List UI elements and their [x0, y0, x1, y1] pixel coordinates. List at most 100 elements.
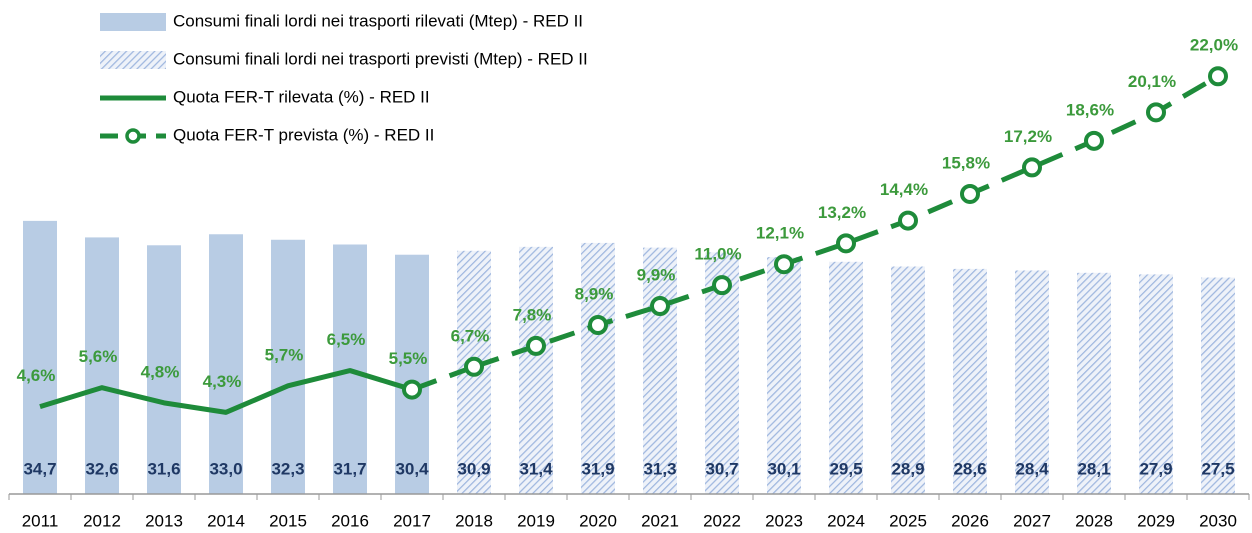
line-value-label: 9,9% — [637, 265, 676, 284]
bar-value-label: 30,4 — [395, 459, 429, 478]
line — [39, 368, 413, 415]
line-value-label: 22,0% — [1190, 36, 1238, 55]
bar — [209, 234, 243, 495]
line-marker — [402, 379, 422, 400]
bar — [1077, 272, 1111, 494]
x-tick-label: 2019 — [517, 511, 555, 530]
line-bridge — [411, 364, 475, 392]
bar — [23, 220, 57, 494]
bar-value-label: 28,4 — [1015, 459, 1049, 478]
x-tick-label: 2024 — [827, 511, 865, 530]
line-marker — [898, 210, 918, 231]
line-marker — [464, 356, 484, 377]
line-marker — [650, 296, 670, 317]
line-value-label: 13,2% — [818, 203, 866, 222]
line-marker — [960, 183, 980, 204]
x-tick-label: 2015 — [269, 511, 307, 530]
bar-value-label: 31,6 — [147, 459, 180, 478]
line-value-label: 8,9% — [575, 284, 614, 303]
line-value-label: 11,0% — [694, 245, 741, 264]
bar-value-label: 28,9 — [891, 459, 924, 478]
legend-swatch — [100, 13, 166, 31]
x-tick-label: 2023 — [765, 511, 803, 530]
bar-value-label: 30,9 — [457, 459, 490, 478]
bar — [519, 246, 553, 494]
x-tick-label: 2016 — [331, 511, 369, 530]
x-tick-label: 2018 — [455, 511, 493, 530]
bar-value-label: 27,5 — [1201, 459, 1234, 478]
line-value-label: 4,6% — [17, 366, 56, 385]
x-tick-label: 2027 — [1013, 511, 1051, 530]
bar-value-label: 31,9 — [581, 459, 614, 478]
x-tick-label: 2025 — [889, 511, 927, 530]
line-marker — [1084, 130, 1104, 151]
legend-label: Consumi finali lordi nei trasporti previ… — [173, 49, 588, 68]
line-marker — [1146, 102, 1166, 123]
line-value-label: 4,3% — [203, 372, 242, 391]
line-marker — [774, 254, 794, 275]
x-tick-label: 2014 — [207, 511, 245, 530]
bar-value-label: 29,5 — [829, 459, 862, 478]
line-marker — [526, 335, 546, 356]
bar — [643, 247, 677, 494]
bar — [891, 266, 925, 494]
legend-label: Consumi finali lordi nei trasporti rilev… — [173, 11, 583, 30]
x-tick-label: 2028 — [1075, 511, 1113, 530]
line-value-label: 15,8% — [942, 153, 990, 172]
x-tick-label: 2017 — [393, 511, 431, 530]
bar — [147, 245, 181, 494]
line-value-label: 7,8% — [513, 305, 552, 324]
x-tick-label: 2029 — [1137, 511, 1175, 530]
line-value-label: 6,7% — [451, 326, 490, 345]
bar — [395, 254, 429, 494]
line-value-label: 6,5% — [327, 330, 366, 349]
line-marker — [1022, 157, 1042, 178]
bar-value-label: 28,6 — [953, 459, 986, 478]
line-value-label: 17,2% — [1004, 127, 1052, 146]
bar-value-label: 30,7 — [705, 459, 738, 478]
line-marker — [588, 315, 608, 336]
legend-swatch — [100, 51, 166, 69]
line-value-label: 5,5% — [389, 349, 428, 368]
line-value-label: 14,4% — [880, 180, 928, 199]
x-tick-label: 2020 — [579, 511, 617, 530]
bar — [581, 242, 615, 494]
bar — [829, 261, 863, 494]
bar-value-label: 30,1 — [767, 459, 800, 478]
x-tick-label: 2021 — [641, 511, 679, 530]
bar-value-label: 32,3 — [271, 459, 304, 478]
line-value-label: 18,6% — [1066, 100, 1114, 119]
x-tick-label: 2022 — [703, 511, 741, 530]
bar-value-label: 28,1 — [1077, 459, 1110, 478]
bar — [1015, 270, 1049, 494]
bar — [271, 239, 305, 494]
line-marker — [1208, 66, 1228, 87]
bar-value-label: 31,4 — [519, 459, 553, 478]
legend-label: Quota FER-T rilevata (%) - RED II — [173, 87, 430, 106]
bar-value-label: 31,3 — [643, 459, 676, 478]
bar — [1201, 277, 1235, 494]
bar-value-label: 34,7 — [23, 459, 56, 478]
line-marker — [836, 233, 856, 254]
bar-value-label: 32,6 — [85, 459, 118, 478]
legend-swatch — [125, 128, 141, 144]
bar — [1139, 274, 1173, 494]
line-value-label: 5,7% — [265, 345, 304, 364]
x-tick-label: 2026 — [951, 511, 989, 530]
bar-value-label: 33,0 — [209, 459, 242, 478]
line-value-label: 12,1% — [756, 224, 804, 243]
x-tick-label: 2012 — [83, 511, 121, 530]
line-value-label: 20,1% — [1128, 72, 1176, 91]
bar — [767, 257, 801, 494]
x-tick-label: 2013 — [145, 511, 183, 530]
legend-label: Quota FER-T prevista (%) - RED II — [173, 125, 434, 144]
x-tick-label: 2011 — [22, 511, 59, 530]
bar — [85, 237, 119, 495]
line-value-label: 4,8% — [141, 362, 180, 381]
x-tick-label: 2030 — [1199, 511, 1237, 530]
bar-value-label: 27,9 — [1139, 459, 1172, 478]
line-marker — [712, 275, 732, 296]
bar-value-label: 31,7 — [333, 459, 366, 478]
bar — [953, 268, 987, 494]
